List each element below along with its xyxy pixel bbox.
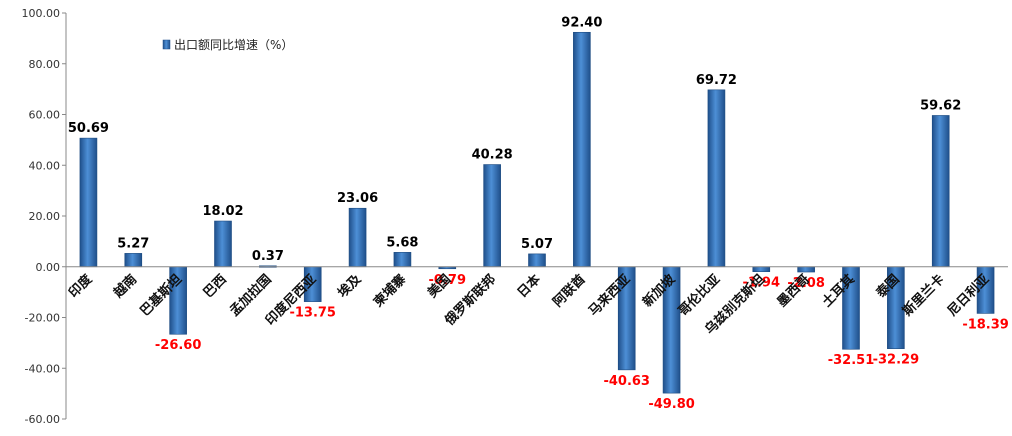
data-label: 5.07 bbox=[521, 237, 553, 252]
category-label: 柬埔寨 bbox=[370, 271, 409, 310]
y-tick-label: 80.00 bbox=[29, 58, 61, 71]
bar bbox=[752, 266, 771, 272]
data-label: 18.02 bbox=[202, 204, 243, 219]
legend-label: 出口额同比增速（%） bbox=[174, 38, 293, 52]
data-label: 69.72 bbox=[696, 73, 737, 88]
value-labels: 50.69 5.27 -26.60 18.02 0.37 -13.75 23.06 5.68 -… bbox=[68, 15, 1009, 412]
legend-swatch bbox=[162, 39, 171, 50]
y-tick-label: 40.00 bbox=[29, 159, 61, 172]
legend: 出口额同比增速（%） bbox=[162, 38, 293, 52]
category-label: 印度 bbox=[66, 271, 96, 301]
bar bbox=[797, 266, 815, 273]
category-label: 日本 bbox=[514, 271, 544, 301]
data-label: -2.08 bbox=[787, 276, 824, 291]
data-label: -32.51 bbox=[828, 353, 875, 368]
bar bbox=[348, 207, 367, 268]
data-label: 92.40 bbox=[561, 15, 602, 30]
data-label: 59.62 bbox=[920, 98, 961, 113]
data-label: -26.60 bbox=[155, 338, 202, 353]
data-label: -32.29 bbox=[873, 353, 920, 368]
category-label: 巴西 bbox=[201, 272, 230, 301]
data-label: 5.68 bbox=[386, 235, 418, 250]
y-tick-label: -40.00 bbox=[25, 362, 60, 375]
y-tick-label: 60.00 bbox=[29, 109, 61, 122]
data-label: -49.80 bbox=[648, 397, 695, 412]
category-label: 越南 bbox=[110, 271, 140, 301]
data-label: -18.39 bbox=[962, 317, 1009, 332]
data-label: -13.75 bbox=[289, 306, 336, 321]
bar bbox=[573, 31, 591, 268]
bar bbox=[707, 89, 726, 268]
data-label: -0.79 bbox=[429, 273, 466, 288]
bar bbox=[483, 164, 501, 268]
y-axis: 100.00 80.00 60.00 40.00 20.00 0.00 -20.00 -40.… bbox=[22, 7, 67, 426]
bar bbox=[214, 220, 232, 268]
y-tick-label: -60.00 bbox=[25, 413, 60, 426]
category-label: 斯里兰卡 bbox=[899, 271, 947, 319]
bar bbox=[393, 252, 412, 268]
bars bbox=[79, 31, 995, 394]
data-label: 50.69 bbox=[68, 121, 109, 136]
bar bbox=[528, 253, 546, 268]
bar bbox=[931, 115, 950, 268]
data-label: 5.27 bbox=[117, 236, 149, 251]
bar bbox=[79, 137, 98, 268]
data-label: -1.94 bbox=[743, 276, 780, 291]
y-tick-label: 20.00 bbox=[29, 210, 61, 223]
category-label: 阿联酋 bbox=[550, 271, 589, 310]
data-label: 23.06 bbox=[337, 191, 378, 206]
y-tick-label: -20.00 bbox=[25, 312, 60, 325]
y-tick-label: 100.00 bbox=[22, 7, 61, 20]
category-label: 埃及 bbox=[335, 271, 365, 301]
data-label: 0.37 bbox=[252, 249, 284, 264]
data-label: -40.63 bbox=[603, 374, 650, 389]
data-label: 40.28 bbox=[472, 148, 513, 163]
bar bbox=[124, 253, 143, 268]
y-tick-label: 0.00 bbox=[36, 261, 61, 274]
